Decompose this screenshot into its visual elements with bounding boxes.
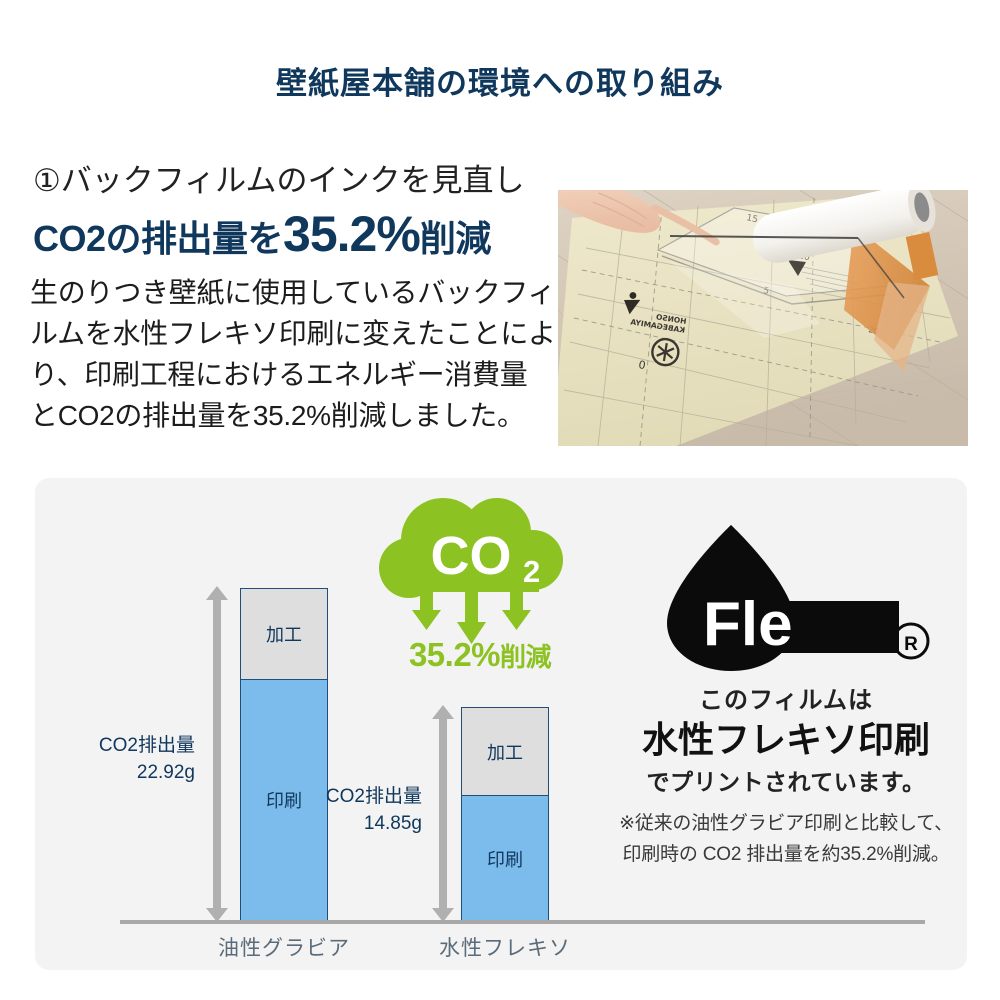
body-paragraph: 生のりつき壁紙に使用しているバックフィ ルムを水性フレキソ印刷に変えたことによ …: [30, 272, 556, 436]
category-label-water-flexo: 水性フレキソ: [439, 937, 571, 960]
body-line: 生のりつき壁紙に使用しているバックフィ: [30, 277, 556, 308]
reduction-label: 35.2%削減: [365, 636, 595, 674]
co2-bar-chart: CO2排出量 22.92g 加工 印刷 油性グラビア: [35, 478, 925, 970]
headline-suffix: 削減: [419, 218, 492, 259]
flexo-note-line: ※従来の油性グラビア印刷と比較して、: [619, 813, 953, 834]
svg-text:2: 2: [523, 554, 540, 589]
reduction-value: 35.2%: [408, 636, 501, 673]
flexo-note-line: 印刷時の CO2 排出量を約35.2%削減。: [622, 844, 950, 865]
body-line: ルムを水性フレキソ印刷に変えたことによ: [30, 318, 556, 349]
bar-water-flexo: 加工 印刷: [461, 707, 549, 922]
svg-text:15: 15: [745, 213, 758, 225]
svg-text:R: R: [904, 634, 918, 655]
bar-segment-process: 加工: [462, 708, 548, 796]
left-bar-value-label: CO2排出量 22.92g: [98, 735, 195, 783]
bar-segment-process: 加工: [241, 589, 327, 679]
flexo-line-1: このフィルムは: [698, 687, 874, 714]
right-bar-value-label: CO2排出量 14.85g: [325, 786, 422, 834]
bar-oil-gravure: 加工 印刷: [240, 588, 328, 922]
headline-value: 35.2%: [283, 206, 421, 262]
reduction-suffix: 削減: [500, 642, 552, 672]
flexo-line-3: でプリントされています。: [646, 769, 926, 795]
svg-text:0: 0: [637, 358, 646, 372]
flexo-line-2: 水性フレキソ印刷: [641, 719, 930, 760]
page-title: 壁紙屋本舗の環境への取り組み: [276, 66, 724, 101]
headline-prefix: CO2の排出量を: [33, 218, 284, 259]
flexo-brand-white: Fle: [703, 590, 793, 659]
comparison-panel: CO2排出量 22.92g 加工 印刷 油性グラビア: [35, 478, 967, 970]
body-line: とCO2の排出量を35.2%削減しました。: [30, 400, 525, 431]
svg-text:CO: CO: [431, 526, 512, 586]
flexo-note: ※従来の油性グラビア印刷と比較して、 印刷時の CO2 排出量を約35.2%削減…: [605, 808, 967, 870]
bar-segment-print: 印刷: [241, 678, 327, 921]
headline: CO2の排出量を35.2%削減: [33, 205, 563, 263]
flexo-block: Fle xo R このフィルムは 水性フレキソ印刷 でプリントされています。 ※…: [605, 478, 967, 970]
section-lead-heading: ①バックフィルムのインクを見直し: [33, 163, 525, 198]
product-photo: 15 10 5 0 20 HONSO KABEGAMIYA: [558, 190, 968, 446]
svg-text:5: 5: [762, 286, 769, 297]
body-line: り、印刷工程におけるエネルギー消費量: [30, 359, 528, 390]
category-label-oil-gravure: 油性グラビア: [218, 937, 350, 960]
right-bar-measure-arrow: [432, 705, 454, 922]
bar-segment-print: 印刷: [462, 795, 548, 921]
flexo-brand-black: xo: [797, 590, 869, 659]
flexo-logo: Fle xo R: [623, 523, 943, 673]
chart-baseline: [120, 920, 925, 924]
co2-cloud-icon: CO 2: [365, 488, 595, 688]
left-bar-measure-arrow: [206, 586, 228, 922]
